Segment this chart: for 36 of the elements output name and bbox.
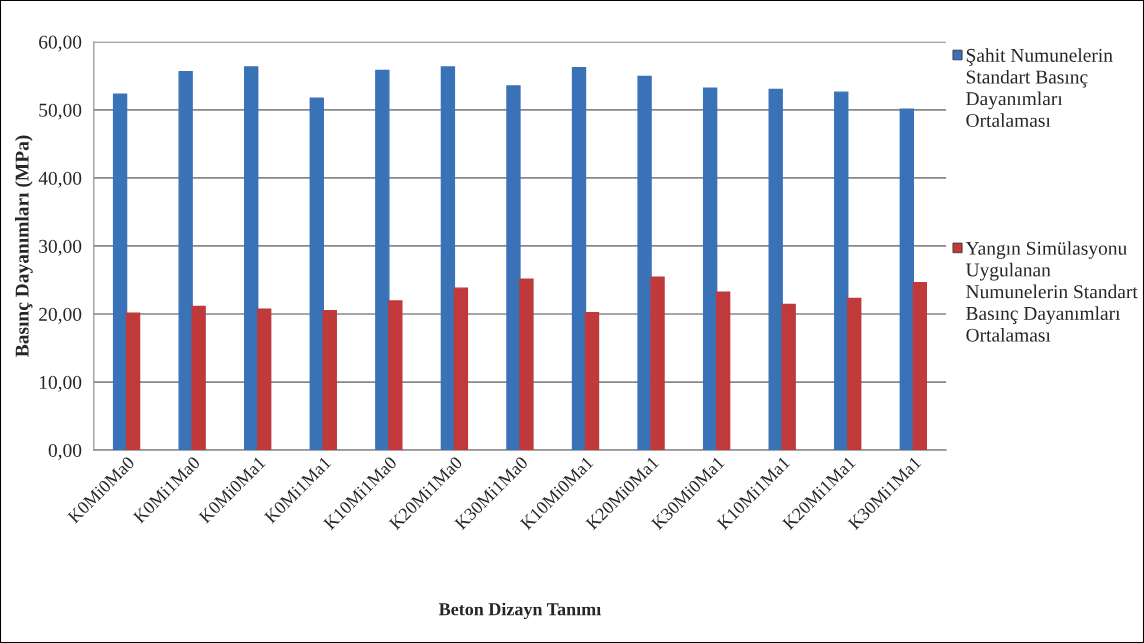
bar (912, 281, 927, 451)
bar (899, 108, 915, 451)
bar (637, 75, 652, 451)
bar (178, 71, 193, 451)
bar (440, 66, 456, 451)
bar (847, 297, 862, 451)
bar (309, 97, 324, 451)
bar (768, 88, 783, 451)
bar (244, 66, 259, 451)
legend-label: Yangın Simülasyonu Uygulanan Numunelerin Standart Basınç Dayanımları Ortalaması (965, 241, 1138, 342)
y-tick-label: 40,00 (38, 171, 82, 188)
bar (388, 300, 403, 451)
bar (191, 305, 206, 451)
bar (375, 69, 390, 451)
y-tick-label: 20,00 (39, 307, 82, 324)
bar (506, 85, 521, 451)
legend-label: Şahit Numunelerin Standart Basınç Dayanımları Ortalaması (966, 48, 1113, 128)
bar (781, 303, 796, 451)
bar (453, 287, 469, 451)
bar (125, 312, 141, 451)
bar (715, 291, 731, 451)
x-axis-title: Beton Dizayn Tanımı (438, 602, 601, 620)
bar (584, 311, 600, 451)
bar (571, 66, 587, 451)
y-tick-label: 10,00 (39, 375, 82, 392)
bar (257, 308, 272, 451)
y-tick-label: 30,00 (39, 239, 82, 256)
bar (650, 276, 665, 451)
bar (834, 91, 849, 451)
bar (112, 93, 128, 451)
bar (322, 309, 337, 451)
bar (519, 278, 534, 451)
bar (702, 87, 718, 451)
y-tick-label: 60,00 (39, 35, 82, 52)
y-axis-title: Basınç Dayanımları (MPa) (15, 135, 33, 357)
y-tick-label: 50,00 (39, 103, 82, 120)
